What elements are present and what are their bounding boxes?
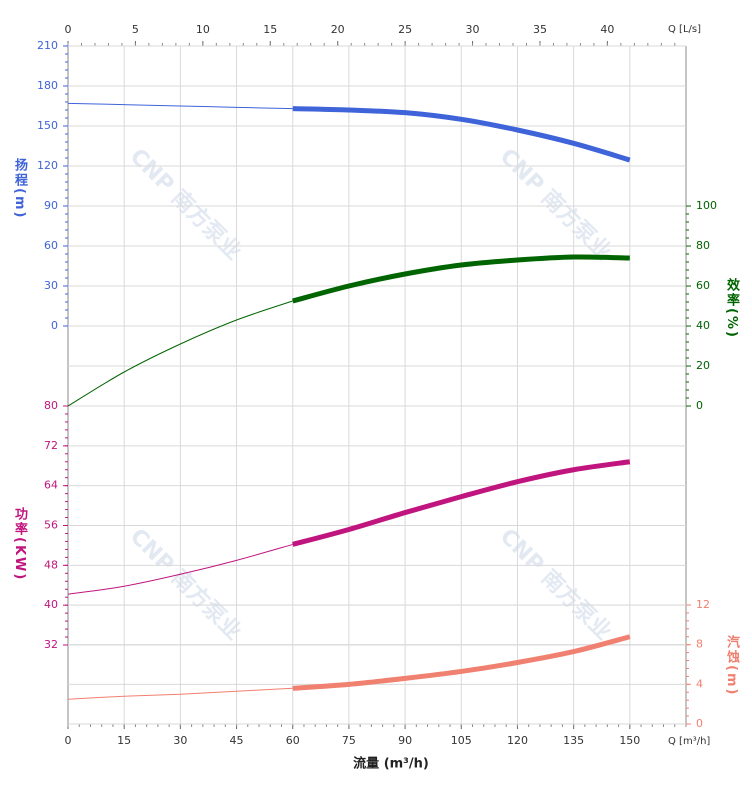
x-tick-label: 60 (286, 734, 300, 747)
y-axis-title: 功率(KW) (12, 507, 27, 582)
y-tick-label: 56 (44, 519, 58, 532)
x2-tick-label: 40 (600, 23, 614, 36)
y-tick-label: 72 (44, 439, 58, 452)
y-tick-label: 0 (696, 717, 703, 730)
watermark: CNP 南方泵业 (495, 143, 617, 265)
watermark: CNP 南方泵业 (495, 523, 617, 645)
y-tick-label: 32 (44, 638, 58, 651)
x-tick-label: 120 (507, 734, 528, 747)
y-tick-label: 60 (44, 239, 58, 252)
curve-operating (292, 459, 631, 547)
x-tick-label: 15 (117, 734, 131, 747)
x-unit-label: Q [m³/h] (668, 736, 710, 747)
y-tick-label: 90 (44, 199, 58, 212)
x2-tick-label: 35 (533, 23, 547, 36)
curve-thin (67, 687, 293, 700)
y-tick-label: 40 (696, 319, 710, 332)
x2-tick-label: 15 (263, 23, 277, 36)
y-tick-label: 0 (696, 399, 703, 412)
y-tick-label: 210 (37, 39, 58, 52)
x-tick-label: 135 (563, 734, 584, 747)
y-tick-label: 64 (44, 479, 58, 492)
x2-unit-label: Q [L/s] (668, 24, 701, 35)
curve-operating (292, 106, 631, 163)
x-tick-label: 90 (398, 734, 412, 747)
y-tick-label: 40 (44, 598, 58, 611)
y-tick-label: 12 (696, 598, 710, 611)
curve-thin (67, 300, 293, 407)
y-tick-label: 150 (37, 119, 58, 132)
y-tick-label: 30 (44, 279, 58, 292)
curve-operating (292, 254, 630, 304)
y-axis-title: 扬程(m) (12, 158, 27, 220)
curve-thin (67, 102, 293, 110)
y-tick-label: 4 (696, 677, 703, 690)
x2-tick-label: 5 (132, 23, 139, 36)
x-tick-label: 105 (451, 734, 472, 747)
y-axis-title: 效率(%) (724, 278, 739, 339)
x-tick-label: 0 (65, 734, 72, 747)
x-tick-label: 45 (230, 734, 244, 747)
x2-tick-label: 25 (398, 23, 412, 36)
y-tick-label: 100 (696, 199, 717, 212)
curve-thin (67, 543, 293, 595)
x-tick-label: 75 (342, 734, 356, 747)
x2-tick-label: 10 (196, 23, 210, 36)
x2-tick-label: 30 (466, 23, 480, 36)
y-tick-label: 0 (51, 319, 58, 332)
x-axis-title: 流量 (m³/h) (353, 756, 429, 772)
y-tick-label: 20 (696, 359, 710, 372)
x2-tick-label: 0 (65, 23, 72, 36)
x2-tick-label: 20 (331, 23, 345, 36)
y-tick-label: 120 (37, 159, 58, 172)
watermark: CNP 南方泵业 (125, 523, 247, 645)
y-axis-title: 汽蚀(m) (724, 635, 739, 697)
watermark: CNP 南方泵业 (125, 143, 247, 265)
y-tick-label: 60 (696, 279, 710, 292)
y-tick-label: 8 (696, 638, 703, 651)
curve-operating (292, 634, 631, 691)
y-tick-label: 80 (44, 399, 58, 412)
y-tick-label: 48 (44, 558, 58, 571)
y-tick-label: 80 (696, 239, 710, 252)
x-tick-label: 150 (619, 734, 640, 747)
x-tick-label: 30 (173, 734, 187, 747)
y-tick-label: 180 (37, 79, 58, 92)
